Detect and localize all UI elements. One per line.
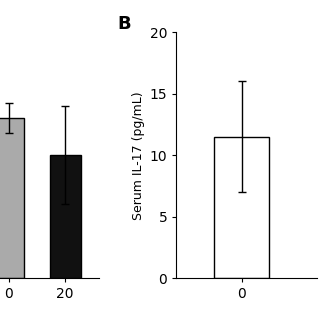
Text: B: B <box>117 15 131 33</box>
Bar <box>214 137 269 278</box>
Bar <box>0 118 24 278</box>
Bar <box>50 155 81 278</box>
Y-axis label: Serum IL-17 (pg/mL): Serum IL-17 (pg/mL) <box>132 91 145 220</box>
